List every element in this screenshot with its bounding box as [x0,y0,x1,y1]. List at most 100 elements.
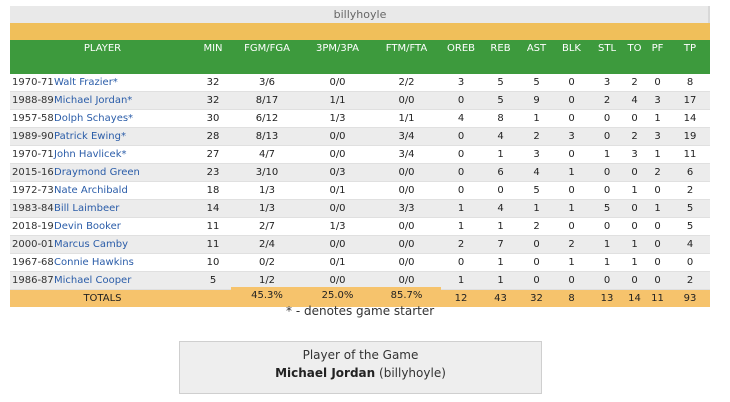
player-season: 1970-71 [12,149,54,160]
stat-blk: 0 [553,271,590,290]
stat-blk: 0 [553,181,590,200]
player-name-link[interactable]: Walt Frazier* [54,77,118,88]
player-row: 2000-01Marcus Camby 11 2/4 0/0 0/0 2 7 0 2 1 1 0 4 [10,235,710,254]
stat-tp3: 0/0 [303,235,372,254]
column-header-tp[interactable]: TP [670,40,710,57]
player-name-link[interactable]: Michael Jordan* [54,95,133,106]
stat-ft: 0/0 [372,163,441,182]
player-season: 1972-73 [12,185,54,196]
player-season: 2000-01 [12,239,54,250]
stat-fg: 3/6 [231,74,303,92]
stat-tp3: 0/3 [303,163,372,182]
column-header-player[interactable]: PLAYER [10,40,195,57]
starter-note: * - denotes game starter [286,304,435,318]
stat-tp: 11 [670,145,710,164]
column-header-ftm-fta[interactable]: FTM/FTA [372,40,441,57]
column-header-stl[interactable]: STL [590,40,624,57]
stat-ast: 2 [520,217,553,236]
stat-tp3: 0/1 [303,181,372,200]
stat-reb: 1 [481,217,520,236]
player-of-the-game-box: Player of the Game Michael Jordan (billy… [179,341,542,394]
player-season: 2018-19 [12,221,54,232]
stat-blk: 0 [553,217,590,236]
potg-winner-team: (billyhoyle) [379,366,446,380]
stat-tp: 5 [670,199,710,218]
totals-ast: 32 [520,289,553,307]
stat-stl: 0 [590,181,624,200]
column-header-fgm-fga[interactable]: FGM/FGA [231,40,303,57]
player-row: 1983-84Bill Laimbeer 14 1/3 0/0 3/3 1 4 1 1 5 0 1 5 [10,199,710,218]
player-cell: 2015-16Draymond Green [10,163,195,182]
stat-fg: 6/12 [231,109,303,128]
player-cell: 1988-89Michael Jordan* [10,91,195,110]
player-name-link[interactable]: Bill Laimbeer [54,203,120,214]
stat-tp3: 0/0 [303,74,372,92]
column-header-to[interactable]: TO [624,40,645,57]
stat-blk: 1 [553,253,590,272]
stat-tp: 14 [670,109,710,128]
stat-reb: 1 [481,253,520,272]
stat-tp3: 0/0 [303,127,372,146]
potg-winner: Michael Jordan (billyhoyle) [180,366,541,380]
stat-ast: 0 [520,235,553,254]
player-rows: 1970-71Walt Frazier* 32 3/6 0/0 2/2 3 5 5 0 3 2 0 8 1… [10,74,710,290]
potg-winner-name[interactable]: Michael Jordan [275,366,376,380]
player-name-link[interactable]: Michael Cooper [54,275,132,286]
stat-min: 30 [195,109,231,128]
stat-tp3: 0/0 [303,145,372,164]
stat-blk: 1 [553,163,590,182]
stat-to: 0 [624,199,645,218]
stat-min: 18 [195,181,231,200]
column-header-min[interactable]: MIN [195,40,231,57]
player-cell: 1983-84Bill Laimbeer [10,199,195,218]
stat-reb: 5 [481,91,520,110]
stat-ft: 0/0 [372,235,441,254]
stat-reb: 1 [481,145,520,164]
stat-pf: 1 [645,109,670,128]
player-cell: 1970-71Walt Frazier* [10,74,195,92]
column-header-reb[interactable]: REB [481,40,520,57]
stat-reb: 6 [481,163,520,182]
potg-title: Player of the Game [302,348,419,362]
stat-stl: 0 [590,127,624,146]
stat-oreb: 4 [441,109,481,128]
stat-ast: 0 [520,271,553,290]
stat-tp: 8 [670,74,710,92]
stat-reb: 8 [481,109,520,128]
stat-tp: 6 [670,163,710,182]
stat-oreb: 0 [441,127,481,146]
stat-pf: 0 [645,253,670,272]
column-header-3pm-3pa[interactable]: 3PM/3PA [303,40,372,57]
player-name-link[interactable]: Patrick Ewing* [54,131,126,142]
column-header-oreb[interactable]: OREB [441,40,481,57]
stat-to: 0 [624,109,645,128]
stat-oreb: 1 [441,217,481,236]
player-name-link[interactable]: Draymond Green [54,167,140,178]
column-header-ast[interactable]: AST [520,40,553,57]
player-name-link[interactable]: John Havlicek* [54,149,127,160]
stat-min: 14 [195,199,231,218]
player-season: 1989-90 [12,131,54,142]
team-name: billyhoyle [333,8,387,21]
totals-to: 14 [624,289,645,307]
column-header-blk[interactable]: BLK [553,40,590,57]
stat-tp: 0 [670,253,710,272]
player-name-link[interactable]: Dolph Schayes* [54,113,134,124]
player-name-link[interactable]: Nate Archibald [54,185,128,196]
stat-pf: 2 [645,163,670,182]
team-name-header: billyhoyle [10,6,710,24]
totals-reb: 43 [481,289,520,307]
player-cell: 1972-73Nate Archibald [10,181,195,200]
stat-blk: 3 [553,127,590,146]
column-header-pf[interactable]: PF [645,40,670,57]
player-name-link[interactable]: Devin Booker [54,221,121,232]
stat-reb: 7 [481,235,520,254]
player-row: 2018-19Devin Booker 11 2/7 1/3 0/0 1 1 2 0 0 0 0 5 [10,217,710,236]
stat-oreb: 1 [441,199,481,218]
stat-min: 11 [195,235,231,254]
player-name-link[interactable]: Marcus Camby [54,239,128,250]
stat-tp: 19 [670,127,710,146]
player-name-link[interactable]: Connie Hawkins [54,257,134,268]
stat-ft: 0/0 [372,91,441,110]
player-season: 1986-87 [12,275,54,286]
